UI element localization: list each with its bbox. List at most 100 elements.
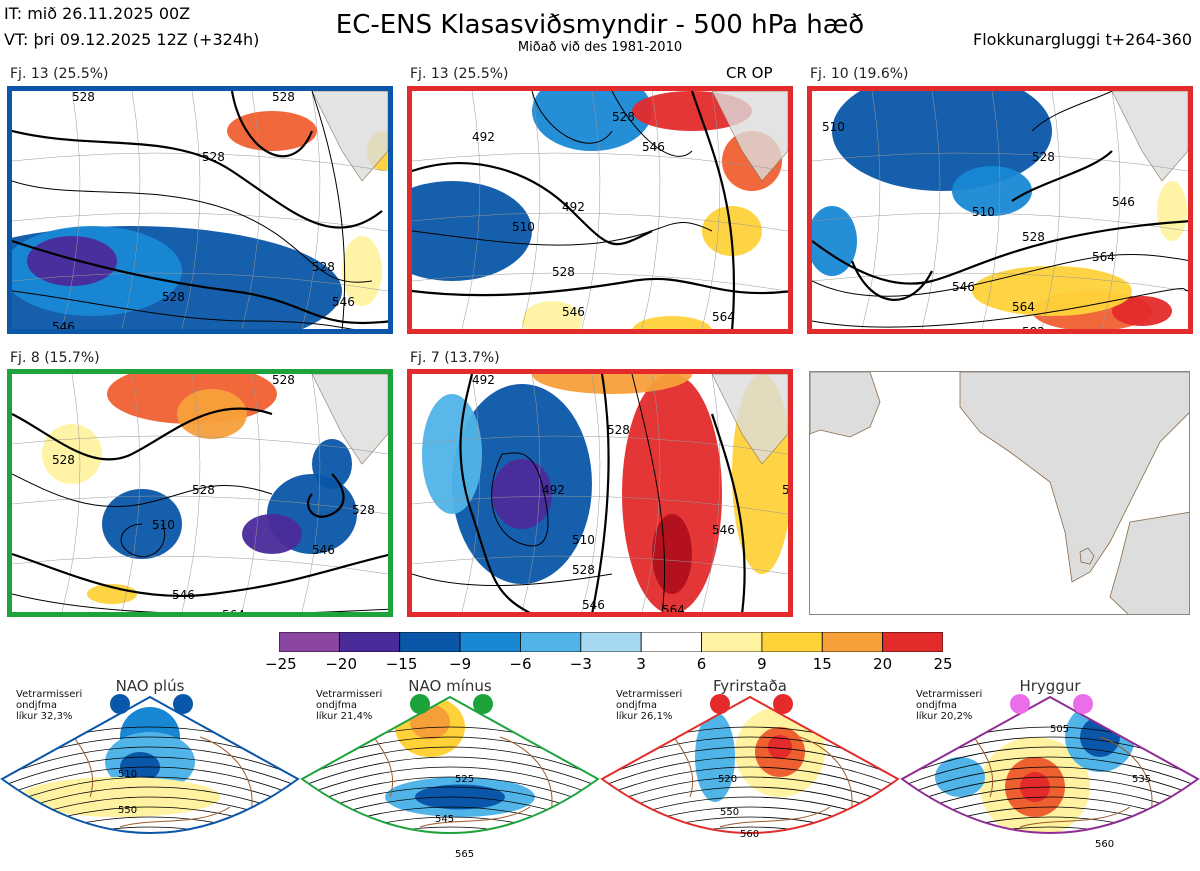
regime-marker-dot: [473, 694, 493, 714]
anomaly-area: [522, 301, 582, 329]
cluster-map-2: 492 492 510 528 528 546 546 564: [407, 86, 793, 334]
colorbar-tick-label: 25: [933, 655, 953, 673]
height-contour: [631, 374, 666, 612]
colorbar-tick-label: 6: [696, 655, 707, 673]
height-contour: [850, 260, 933, 301]
height-contour: [412, 573, 613, 587]
contour-label: 528: [572, 563, 595, 577]
regime-note-line: ondjfma: [616, 700, 657, 711]
height-contour: [412, 162, 653, 246]
regime-anomaly: [20, 777, 220, 817]
anomaly-area: [227, 111, 317, 151]
regime-contour-label: 565: [455, 849, 474, 860]
anomaly-area: [312, 439, 352, 489]
regime-contour-label: 560: [1095, 839, 1114, 850]
regime-contour-label: 560: [740, 829, 759, 840]
height-contour: [12, 552, 388, 598]
colorbar-swatch: [520, 631, 582, 653]
contour-label: 564: [222, 608, 245, 612]
regime-marker-dot: [110, 694, 130, 714]
anomaly-area: [1112, 296, 1172, 326]
regime-name: NAO mínus: [408, 677, 492, 695]
regime-contour-label: 525: [455, 774, 474, 785]
contour-label: 546: [712, 523, 735, 537]
regime-name: Fyrirstaða: [713, 677, 787, 695]
regime-contour-label: 505: [1050, 724, 1069, 735]
anomaly-area: [972, 266, 1132, 316]
height-contour: [1011, 150, 1113, 202]
contour-label: 528: [192, 483, 215, 497]
anomaly-area: [632, 316, 712, 329]
cluster-map-4: 528 528 528 510 528 546 546 564: [7, 369, 393, 617]
contour-label: 492: [562, 200, 585, 214]
height-contour: [12, 473, 273, 508]
colorbar-tick-label: 9: [757, 655, 767, 673]
contour-label: 528: [272, 374, 295, 387]
height-contour: [12, 180, 373, 283]
regime-anomaly: [935, 757, 985, 797]
contour-label: 546: [332, 295, 355, 309]
classification-window: Flokkunargluggi t+264-360: [973, 30, 1192, 49]
contour-label: 510: [152, 518, 175, 532]
colorbar-tick-label: −3: [569, 655, 592, 673]
regime-note-line: Vetrarmisseri: [316, 689, 383, 700]
regime-note-line: ondjfma: [916, 700, 957, 711]
colorbar-swatch: [399, 631, 461, 653]
contour-label: 546: [562, 305, 585, 319]
contour-label: 528: [312, 260, 335, 274]
contour-label: 510: [572, 533, 595, 547]
regime-nao-minus: NAO mínus Vetrarmisseri ondjfma líkur 21,4%…: [300, 677, 600, 867]
contour-label: 510: [822, 120, 845, 134]
colorbar-swatch: [761, 631, 823, 653]
colorbar-tick-label: −9: [449, 655, 472, 673]
anomaly-area: [532, 91, 652, 151]
regime-marker-dot: [773, 694, 793, 714]
height-contour: [230, 91, 314, 158]
control-operational-tag: CR OP: [726, 64, 773, 82]
regime-note-line: líkur 21,4%: [316, 711, 373, 722]
contour-label: 510: [512, 220, 535, 234]
height-contour: [591, 374, 610, 612]
anomaly-area: [492, 459, 552, 529]
contour-label: 564: [662, 603, 685, 612]
regime-note-line: líkur 20,2%: [916, 711, 973, 722]
contour-label: 492: [542, 483, 565, 497]
height-contour: [459, 374, 531, 612]
anomaly-area: [652, 514, 692, 594]
contour-label: 528: [1032, 150, 1055, 164]
regime-anomaly: [768, 735, 792, 759]
contour-label: 564: [1092, 250, 1115, 264]
regime-contour-label: 520: [718, 774, 737, 785]
regime-ridge: Hryggur Vetrarmisseri ondjfma líkur 20,2% 50…: [900, 677, 1200, 867]
height-contour: [611, 91, 693, 157]
colorbar-swatch: [821, 631, 884, 653]
anomaly-area: [622, 374, 722, 612]
regime-note-line: ondjfma: [316, 700, 357, 711]
colorbar-swatch: [580, 631, 642, 653]
height-contour: [12, 239, 388, 325]
contour-label: 510: [972, 205, 995, 219]
height-contour: [12, 593, 388, 612]
regime-contour-label: 550: [720, 807, 739, 818]
colorbar-tick-label: 3: [636, 655, 646, 673]
colorbar-swatch: [338, 631, 401, 653]
colorbar: [278, 631, 944, 653]
reference-coastline-map: [809, 371, 1190, 615]
contour-label: 564: [712, 310, 735, 324]
regime-anomaly: [1010, 842, 1040, 852]
colorbar-swatch: [278, 631, 340, 653]
cluster-map-3: 510 510 528 528 546 546 564 564 582: [807, 86, 1193, 334]
colorbar-swatch: [459, 631, 521, 653]
height-contour: [812, 253, 1188, 297]
regime-marker-dot: [1010, 694, 1030, 714]
contour-label: 528: [352, 503, 375, 517]
height-contour: [812, 288, 1188, 328]
regime-note-line: Vetrarmisseri: [616, 689, 683, 700]
anomaly-area: [412, 181, 532, 281]
colorbar-tick-label: −20: [325, 655, 358, 673]
regime-contour-label: 550: [118, 805, 137, 816]
cluster-label-2: Fj. 13 (25.5%): [410, 66, 509, 82]
colorbar-tick-label: −6: [509, 655, 532, 673]
height-contour: [307, 473, 345, 518]
regime-marker-dot: [173, 694, 193, 714]
